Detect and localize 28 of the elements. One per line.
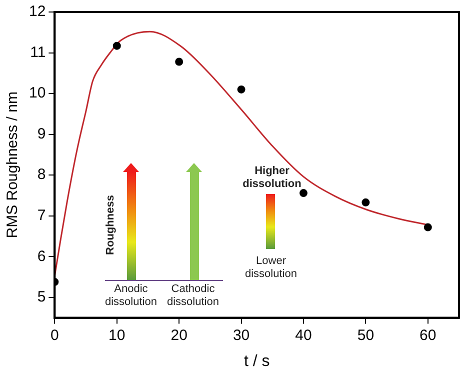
x-tick-label: 20 <box>170 326 188 344</box>
y-tick-label: 7 <box>37 207 46 224</box>
annotation: Roughness <box>104 195 118 255</box>
point <box>299 189 308 198</box>
x-tick-label: 40 <box>295 326 312 344</box>
y-tick-label: 11 <box>30 44 46 61</box>
annotation: Higher dissolution <box>242 165 302 191</box>
point <box>362 198 370 206</box>
y-tick-label: 8 <box>37 166 46 184</box>
x-tick-label: 0 <box>50 326 59 344</box>
y-tick-label: 6 <box>37 248 46 265</box>
point <box>424 223 432 232</box>
y-tick-label: 5 <box>37 288 46 306</box>
point <box>175 58 184 66</box>
y-tick-label: 10 <box>28 84 46 102</box>
y-axis-title: RMS Roughness / nm <box>4 92 22 238</box>
point <box>237 85 246 94</box>
x-tick-label: 50 <box>357 326 374 344</box>
annotation: Cathodic dissolution <box>166 283 220 309</box>
point <box>112 42 121 50</box>
x-tick-label: 30 <box>232 326 250 344</box>
annotation: Anodic dissolution <box>104 283 158 309</box>
annotation: Lower dissolution <box>244 255 298 281</box>
x-tick-label: 60 <box>420 326 436 344</box>
x-axis-title: t / s <box>244 352 270 370</box>
y-tick-label: 12 <box>28 3 46 20</box>
y-tick-label: 9 <box>37 125 46 142</box>
x-tick-label: 10 <box>108 326 126 344</box>
